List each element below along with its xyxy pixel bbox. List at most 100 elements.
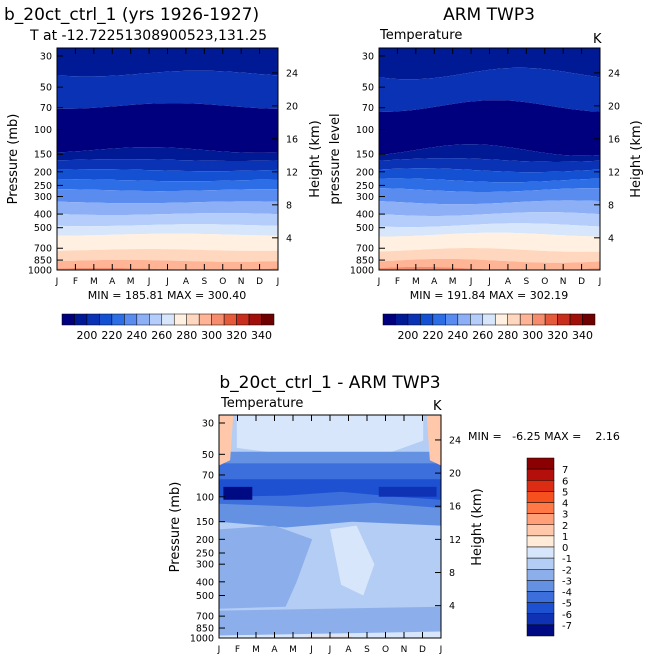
colorbar-label: 240 (126, 329, 147, 342)
colorbar-label: 220 (101, 329, 122, 342)
colorbar-swatch (382, 313, 396, 326)
y-tick-label: 250 (356, 181, 374, 192)
colorbar-swatch (432, 313, 446, 326)
colorbar-swatch (526, 480, 555, 492)
colorbar-swatch (248, 313, 262, 326)
colorbar-swatch (526, 624, 555, 637)
y-right-tick-label: 16 (608, 134, 620, 145)
x-tick-label: D (256, 277, 263, 287)
x-tick-label: J (309, 645, 313, 655)
panel-diff-units-label: K (433, 399, 442, 414)
x-tick-label: J (439, 645, 443, 655)
colorbar-swatch (526, 502, 555, 514)
y-right-tick-label: 12 (608, 167, 620, 178)
panel-diff-y-axis-label: Pressure (mb) (168, 482, 183, 573)
x-tick-label: J (469, 277, 473, 287)
y-tick-label: 850 (196, 624, 214, 635)
contour-band (57, 213, 278, 227)
contour-band (379, 188, 600, 205)
panel-model-y-axis-label: Pressure (mb) (6, 114, 21, 205)
contour-band (236, 415, 424, 457)
x-tick-label: M (252, 645, 260, 655)
colorbar-swatch (61, 313, 75, 326)
y-right-tick-label: 8 (449, 568, 455, 579)
panel-diff-stats: MIN = -6.25 MAX = 2.16 (468, 430, 620, 443)
x-tick-label: J (147, 277, 151, 287)
contour-band (57, 179, 278, 192)
y-tick-label: 30 (40, 52, 52, 63)
colorbar-label: 7 (562, 465, 568, 476)
colorbar-label: 4 (562, 499, 568, 510)
y-right-tick-label: 20 (286, 101, 298, 112)
x-tick-label: S (201, 277, 207, 287)
y-right-tick-label: 4 (608, 233, 614, 244)
y-tick-label: 50 (362, 83, 374, 94)
y-right-tick-label: 24 (449, 435, 461, 446)
y-tick-label: 100 (196, 492, 214, 503)
y-tick-label: 700 (34, 244, 52, 255)
colorbar-label: 340 (572, 329, 593, 342)
y-right-tick-label: 16 (286, 134, 298, 145)
y-tick-label: 150 (196, 517, 214, 528)
y-tick-label: 50 (202, 450, 214, 461)
contour-band (379, 144, 600, 162)
colorbar-label: 200 (76, 329, 97, 342)
y-right-tick-label: 20 (449, 469, 461, 480)
panel-model-y-axis-right-label: Height (km) (308, 120, 323, 197)
x-tick-label: O (382, 645, 389, 655)
panel-obs-colorbar: 200 220 240 260 280 300 320 340 (382, 313, 596, 342)
x-tick-label: S (523, 277, 529, 287)
colorbar-swatch (526, 557, 555, 570)
colorbar-label: 320 (547, 329, 568, 342)
colorbar-label: -5 (562, 599, 572, 610)
colorbar-swatch (261, 313, 275, 326)
y-right-tick-label: 4 (286, 233, 292, 244)
x-tick-label: J (55, 277, 59, 287)
colorbar-swatch (74, 313, 88, 326)
x-tick-label: A (431, 277, 438, 287)
colorbar-swatch (420, 313, 434, 326)
x-tick-label: J (328, 645, 332, 655)
x-tick-label: J (165, 277, 169, 287)
contour-band (223, 486, 253, 500)
colorbar-swatch (173, 313, 187, 326)
colorbar-label: -4 (562, 588, 572, 599)
colorbar-label: 340 (251, 329, 272, 342)
x-tick-label: M (412, 277, 420, 287)
panel-model: b_20ct_ctrl_1 (yrs 1926-1927) T at -12.7… (4, 5, 323, 342)
y-tick-label: 300 (356, 192, 374, 203)
x-tick-label: S (364, 645, 370, 655)
y-tick-label: 100 (34, 125, 52, 136)
contour-band (219, 525, 313, 609)
colorbar-swatch (395, 313, 409, 326)
contour-band (379, 223, 600, 237)
x-tick-label: M (127, 277, 135, 287)
colorbar-swatch (526, 457, 555, 470)
panel-obs-field (379, 48, 600, 270)
colorbar-label: 280 (176, 329, 197, 342)
contour-band (379, 212, 600, 228)
y-tick-label: 150 (34, 150, 52, 161)
panel-diff-y-axis-right-label: Height (km) (470, 488, 485, 565)
colorbar-swatch (526, 468, 555, 481)
colorbar-swatch (526, 524, 555, 537)
panel-model-subtitle: T at -12.72251308900523,131.25 (29, 28, 267, 44)
y-tick-label: 200 (196, 535, 214, 546)
panel-diff-title: b_20ct_ctrl_1 - ARM TWP3 (219, 373, 440, 393)
contour-band (379, 232, 600, 252)
contour-band (378, 486, 437, 497)
contour-band (57, 70, 278, 109)
contour-band (330, 525, 375, 596)
y-tick-label: 850 (34, 256, 52, 267)
y-tick-label: 300 (34, 192, 52, 203)
y-tick-label: 1000 (28, 266, 52, 277)
colorbar-label: -6 (562, 610, 572, 621)
colorbar-swatch (526, 569, 555, 581)
contour-band (379, 100, 600, 156)
colorbar-swatch (136, 313, 150, 326)
x-tick-label: O (541, 277, 548, 287)
panel-obs-title: ARM TWP3 (443, 5, 535, 25)
